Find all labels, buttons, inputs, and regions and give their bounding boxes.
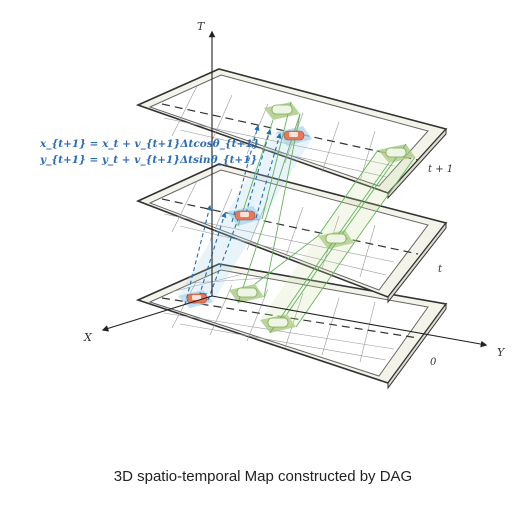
ego-car-t [234, 210, 256, 221]
y-axis-label: Y [497, 346, 506, 359]
volume-neighbor-lower [260, 236, 354, 327]
layer-t1-grid [163, 85, 395, 182]
volume-ego-upper [227, 132, 312, 219]
equation-y: y_{t+1} = y_t + v_{t+1}Δtsinθ_{t+1} [39, 154, 257, 167]
figure-caption: 3D spatio-temporal Map constructed by DA… [113, 468, 413, 485]
layer-0-edge [387, 302, 447, 390]
equation-x: x_{t+1} = x_t + v_{t+1}Δtcosθ_{t+1} [39, 138, 259, 151]
ego-car-t1 [283, 130, 305, 141]
layer-0-grid [163, 273, 395, 363]
ego-car-0 [186, 293, 208, 304]
layer-t-label: t [438, 264, 443, 275]
layer-t1-label: t + 1 [428, 164, 453, 175]
other-car-t1b [385, 147, 407, 158]
layer-0-lane-dash [161, 297, 419, 339]
layer-0-label: 0 [430, 357, 437, 368]
other-car-0b [267, 317, 289, 328]
x-axis-label: X [83, 331, 93, 344]
t-axis-label: T [197, 20, 206, 33]
other-car-t1a [271, 104, 293, 115]
other-car-t [325, 233, 347, 244]
axes [101, 30, 488, 348]
y-axis [211, 295, 488, 348]
x-axis [101, 295, 213, 332]
layer-t1-edge [387, 127, 447, 200]
other-car-0a [236, 287, 258, 298]
cars [186, 104, 407, 328]
trajectory-volumes [178, 132, 415, 327]
volume-neighbor-upper [318, 150, 415, 243]
layer-t-edge [387, 221, 447, 304]
layer-t-plane: t [135, 163, 448, 304]
ego-trajectory-arrows [184, 124, 282, 306]
volume-ego-lower [178, 212, 262, 302]
layer-t-lane-dash [161, 198, 419, 255]
layer-t-road [148, 169, 429, 291]
